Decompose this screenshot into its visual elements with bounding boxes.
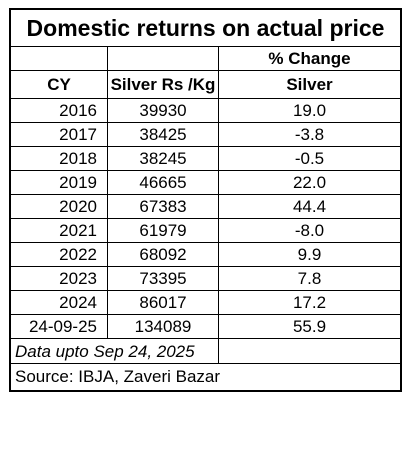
cell-percent-change: 17.2 bbox=[292, 293, 327, 312]
cell-percent-change: 7.8 bbox=[297, 269, 322, 288]
cell-silver-price: 134089 bbox=[108, 315, 219, 338]
cell-silver-price: 67383 bbox=[108, 195, 219, 218]
cell-silver-price: 68092 bbox=[108, 243, 219, 266]
header-change-label: % Change bbox=[268, 48, 351, 68]
note-row: Data upto Sep 24, 2025 bbox=[11, 339, 400, 364]
table-row: 2017 38425 -3.8 bbox=[11, 123, 400, 147]
cell-silver-price: 86017 bbox=[108, 291, 219, 314]
data-date-note: Data upto Sep 24, 2025 bbox=[11, 339, 219, 363]
header-cell-empty-1 bbox=[11, 47, 108, 70]
table-title: Domestic returns on actual price bbox=[11, 10, 400, 47]
table-row: 2024 86017 17.2 bbox=[11, 291, 400, 315]
header-row-top: % Change bbox=[11, 47, 400, 71]
returns-table: Domestic returns on actual price % Chang… bbox=[9, 8, 402, 392]
table-row: 2022 68092 9.9 bbox=[11, 243, 400, 267]
cell-percent-change: 19.0 bbox=[292, 101, 327, 120]
cell-silver-price: 73395 bbox=[108, 267, 219, 290]
cell-year: 2023 bbox=[11, 267, 108, 290]
note-empty-cell bbox=[219, 339, 400, 363]
cell-year: 24-09-25 bbox=[11, 315, 108, 338]
cell-percent-change: 55.9 bbox=[292, 317, 327, 336]
cell-silver-price: 46665 bbox=[108, 171, 219, 194]
table-body: 2016 39930 19.0 2017 38425 -3.8 2018 38245 -0.5 2… bbox=[11, 99, 400, 339]
table-row: 24-09-25 134089 55.9 bbox=[11, 315, 400, 339]
cell-year: 2024 bbox=[11, 291, 108, 314]
cell-percent-change: -8.0 bbox=[294, 221, 325, 240]
table-row: 2018 38245 -0.5 bbox=[11, 147, 400, 171]
header-cell-empty-2 bbox=[108, 47, 219, 70]
header-row-bottom: CY Silver Rs /Kg Silver bbox=[11, 71, 400, 99]
header-silver-price: Silver Rs /Kg bbox=[108, 71, 219, 98]
cell-year: 2016 bbox=[11, 99, 108, 122]
table-row: 2019 46665 22.0 bbox=[11, 171, 400, 195]
cell-silver-price: 39930 bbox=[108, 99, 219, 122]
cell-year: 2022 bbox=[11, 243, 108, 266]
table-row: 2023 73395 7.8 bbox=[11, 267, 400, 291]
cell-silver-price: 38245 bbox=[108, 147, 219, 170]
cell-percent-change: -0.5 bbox=[294, 149, 325, 168]
table-row: 2020 67383 44.4 bbox=[11, 195, 400, 219]
table-row: 2016 39930 19.0 bbox=[11, 99, 400, 123]
cell-year: 2021 bbox=[11, 219, 108, 242]
cell-year: 2018 bbox=[11, 147, 108, 170]
header-change-silver: Silver bbox=[286, 74, 333, 94]
cell-percent-change: 22.0 bbox=[292, 173, 327, 192]
cell-percent-change: 9.9 bbox=[297, 245, 322, 264]
cell-year: 2017 bbox=[11, 123, 108, 146]
cell-percent-change: 44.4 bbox=[292, 197, 327, 216]
cell-year: 2020 bbox=[11, 195, 108, 218]
table-row: 2021 61979 -8.0 bbox=[11, 219, 400, 243]
source-note: Source: IBJA, Zaveri Bazar bbox=[15, 367, 221, 386]
header-cy: CY bbox=[11, 71, 108, 98]
cell-year: 2019 bbox=[11, 171, 108, 194]
cell-silver-price: 61979 bbox=[108, 219, 219, 242]
cell-percent-change: -3.8 bbox=[294, 125, 325, 144]
cell-silver-price: 38425 bbox=[108, 123, 219, 146]
